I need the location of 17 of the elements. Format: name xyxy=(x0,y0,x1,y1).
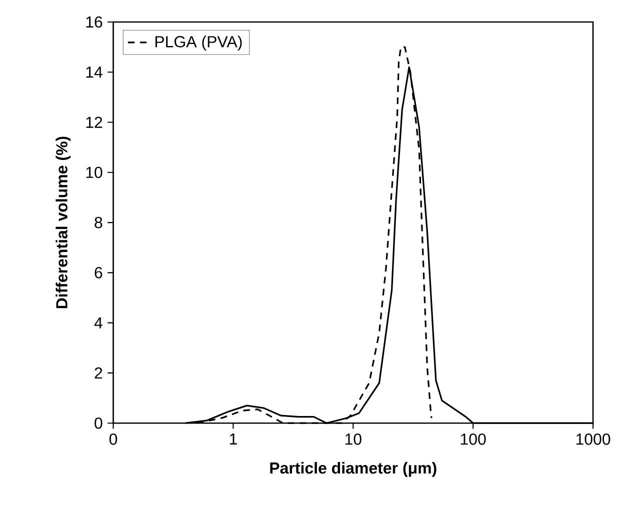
y-tick-label: 10 xyxy=(86,166,102,178)
y-tick-label: 6 xyxy=(94,267,102,278)
x-tick-label: 1 xyxy=(230,434,237,445)
x-tick-label: 10 xyxy=(345,434,362,445)
y-tick-label: 8 xyxy=(94,217,102,228)
y-tick-label: 12 xyxy=(86,116,102,128)
y-tick-label: 2 xyxy=(94,368,102,379)
y-tick-label: 16 xyxy=(86,16,102,28)
x-tick-label: 1000 xyxy=(576,434,610,445)
x-tick-label: 100 xyxy=(460,434,486,445)
y-tick-label: 0 xyxy=(94,418,102,429)
legend-label: PLGA (PVA) xyxy=(155,36,242,51)
y-tick-label: 4 xyxy=(94,317,102,328)
y-tick-label: 14 xyxy=(86,66,102,78)
x-axis-title: Particle diameter (μm) xyxy=(270,462,436,478)
x-tick-label: 0 xyxy=(109,434,118,445)
y-axis-title: Differential volume (%) xyxy=(56,136,71,308)
